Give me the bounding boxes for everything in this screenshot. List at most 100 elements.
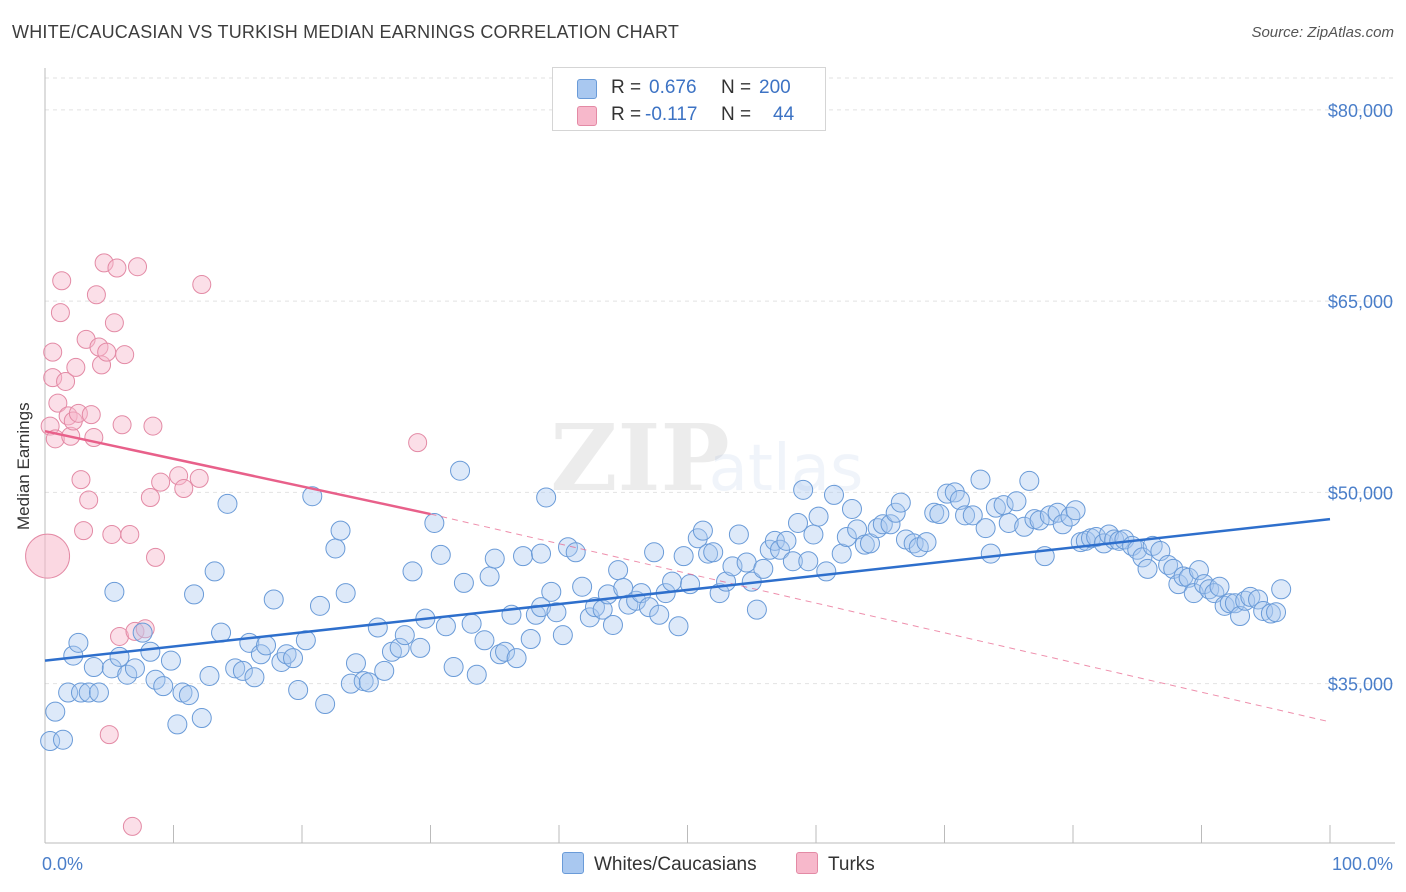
whites-point [1132, 547, 1153, 568]
whites-point [40, 731, 61, 751]
turks-point [56, 371, 76, 391]
turks-point [174, 479, 194, 499]
whites-point [330, 520, 351, 541]
turks-point [99, 725, 119, 745]
whites-point [584, 597, 605, 618]
turks-point [146, 547, 166, 567]
whites-point [929, 504, 950, 525]
whites-point [703, 542, 724, 563]
whites-point [140, 641, 161, 662]
whites-point [536, 487, 557, 508]
turks-point [25, 533, 71, 579]
whites-point [962, 505, 983, 526]
whites-point [1230, 606, 1251, 627]
turks-point [143, 416, 163, 436]
whites-point [1014, 516, 1035, 537]
x-tick-label: 0.0% [42, 854, 83, 874]
whites-point [1047, 502, 1068, 523]
legend-item-turks[interactable]: Turks [796, 852, 875, 876]
whites-point [520, 629, 541, 649]
turks-point [104, 313, 124, 333]
turks-point [115, 345, 135, 365]
whites-point [746, 599, 767, 620]
whites-point [104, 581, 125, 602]
turks-point [102, 524, 122, 544]
whites-point [225, 658, 246, 679]
whites-point [109, 646, 130, 667]
whites-point [204, 561, 225, 582]
whites-point [1060, 506, 1081, 527]
whites-point [916, 532, 937, 553]
whites-point [885, 502, 906, 523]
turks-point [110, 626, 130, 646]
whites-point [998, 512, 1019, 533]
whites-point [1052, 514, 1073, 535]
legend-item-whites[interactable]: Whites/Caucasians [562, 852, 757, 876]
whites-point [256, 635, 277, 656]
turks-point [97, 342, 117, 362]
whites-point [788, 512, 809, 533]
turks-point [71, 470, 91, 490]
whites-point [302, 486, 323, 507]
whites-point [453, 572, 474, 593]
turks-point [408, 433, 428, 453]
whites-point [798, 551, 819, 572]
whites-point [410, 637, 431, 658]
whites-point [1137, 558, 1158, 579]
legend-row-whites: R = 0.676 N = 200 [553, 74, 825, 102]
whites-point [985, 497, 1006, 518]
turks-point [94, 253, 114, 273]
turks-point [74, 521, 94, 541]
x-tick-label: 100.0% [1332, 854, 1393, 874]
legend-swatch-turks [577, 106, 597, 126]
whites-point [217, 493, 238, 514]
legend-n-label: N = [721, 104, 752, 125]
turks-point [140, 487, 160, 507]
turks-point [86, 285, 106, 305]
whites-point [83, 657, 104, 678]
whites-point [728, 524, 749, 545]
turks-point [43, 342, 63, 362]
watermark-atlas: atlas [709, 432, 864, 506]
turks-point [66, 357, 86, 377]
legend-label-turks: Turks [828, 854, 875, 875]
whites-point [132, 622, 153, 643]
legend-swatch-turks [796, 852, 818, 874]
whites-point [325, 538, 346, 559]
whites-point [975, 518, 996, 539]
legend-swatch-whites [577, 79, 597, 99]
whites-point [345, 653, 366, 674]
whites-point [335, 583, 356, 604]
turks-trend-line [44, 429, 431, 516]
whites-point [531, 543, 552, 564]
whites-point [88, 682, 109, 703]
whites-point [443, 657, 464, 678]
y-tick-label: $50,000 [1328, 483, 1393, 503]
whites-point [1065, 500, 1086, 521]
whites-point [68, 632, 89, 653]
whites-point [831, 543, 852, 564]
chart-title: WHITE/CAUCASIAN VS TURKISH MEDIAN EARNIN… [12, 22, 680, 42]
whites-point [309, 595, 330, 616]
whites-point [872, 514, 893, 535]
watermark: ZIP atlas [550, 404, 863, 512]
y-tick-label: $35,000 [1328, 675, 1393, 695]
whites-point [52, 729, 73, 750]
whites-point [880, 514, 901, 535]
whites-point [579, 607, 600, 628]
whites-point [1209, 576, 1230, 597]
turks-point [112, 415, 132, 435]
turks-point [50, 303, 70, 323]
whites-point [1163, 558, 1184, 579]
whites-point [776, 530, 797, 551]
whites-point [367, 617, 388, 638]
whites-point [782, 551, 803, 572]
whites-point [283, 648, 304, 669]
whites-point [160, 650, 181, 671]
whites-point [435, 616, 456, 637]
turks-point [122, 816, 142, 836]
whites-point [232, 660, 253, 681]
whites-point [430, 544, 451, 565]
whites-point [506, 648, 527, 669]
